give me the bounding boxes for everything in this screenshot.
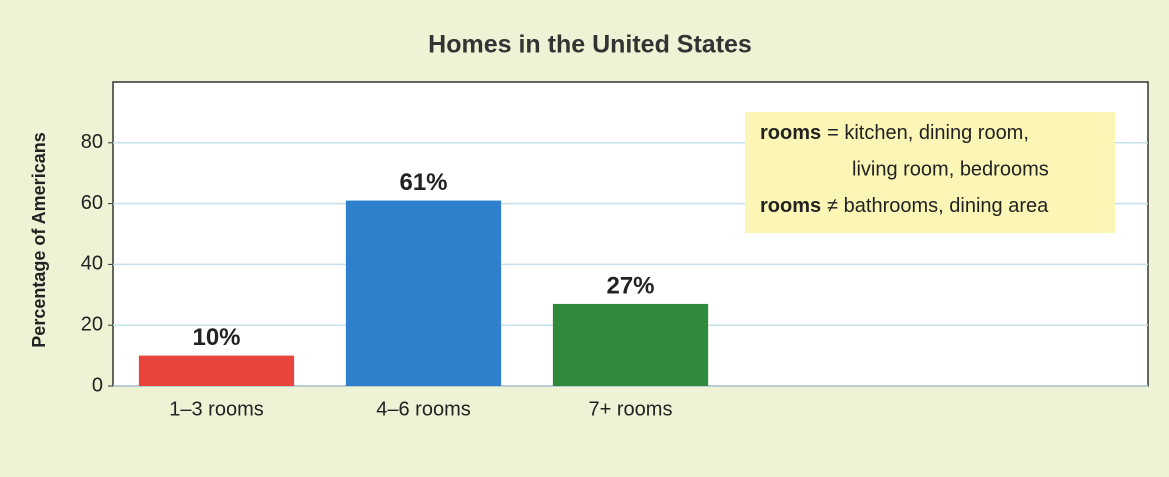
y-tick-label: 60 [81,192,103,214]
annotation-text: = kitchen, dining room, [827,122,1029,144]
x-tick-label: 4–6 rooms [376,398,471,420]
bars [138,200,709,386]
y-axis-label: Percentage of Americans [29,132,49,347]
y-tick-label: 0 [92,374,103,396]
x-tick-label: 7+ rooms [589,398,673,420]
annotation-line: rooms ≠ bathrooms, dining area [760,195,1049,217]
annotation-term: rooms [760,195,821,217]
y-tick-label: 80 [81,131,103,153]
x-tick-label: 1–3 rooms [169,398,264,420]
bar [552,303,709,386]
annotation-box [745,112,1115,233]
data-label: 27% [606,272,654,299]
y-tick-label: 20 [81,313,103,335]
data-label: 61% [399,169,447,196]
y-tick-label: 40 [81,253,103,275]
annotation-line: rooms = kitchen, dining room, [760,122,1029,144]
annotation-text: ≠ bathrooms, dining area [827,195,1049,217]
chart-title: Homes in the United States [428,31,752,59]
annotation-term: rooms [760,122,821,144]
bar [345,200,502,386]
annotation-line: living room, bedrooms [852,158,1049,180]
data-label: 10% [192,324,240,351]
bar [138,355,295,386]
